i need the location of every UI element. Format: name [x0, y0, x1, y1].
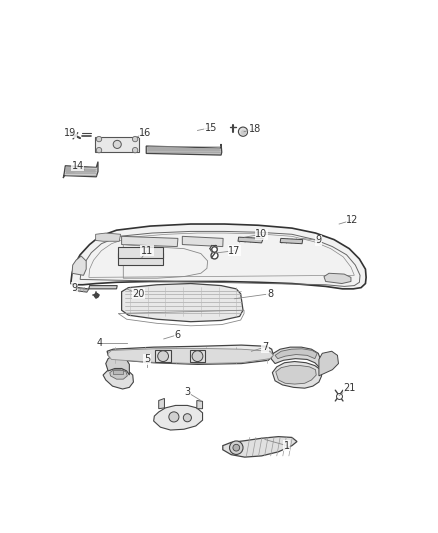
Circle shape — [132, 148, 138, 153]
Polygon shape — [71, 224, 366, 289]
Circle shape — [230, 441, 243, 455]
Text: 20: 20 — [132, 289, 145, 299]
Polygon shape — [272, 361, 321, 388]
Polygon shape — [197, 400, 202, 409]
Text: 6: 6 — [174, 330, 180, 340]
Circle shape — [184, 414, 191, 422]
Polygon shape — [72, 256, 86, 276]
Circle shape — [238, 127, 247, 136]
Text: 3: 3 — [184, 387, 191, 397]
Polygon shape — [89, 286, 117, 289]
Polygon shape — [95, 137, 139, 152]
Polygon shape — [103, 368, 134, 389]
Text: 17: 17 — [228, 246, 241, 256]
Circle shape — [158, 351, 169, 361]
Text: 10: 10 — [255, 229, 268, 239]
Bar — [118, 247, 163, 257]
Text: 18: 18 — [249, 124, 261, 134]
Polygon shape — [106, 356, 129, 375]
Polygon shape — [223, 437, 297, 457]
Text: 11: 11 — [141, 246, 153, 256]
Bar — [155, 350, 171, 362]
Text: 7: 7 — [262, 342, 268, 352]
Text: 9: 9 — [71, 282, 78, 293]
Polygon shape — [324, 273, 351, 284]
Text: 1: 1 — [284, 441, 290, 450]
Text: 5: 5 — [144, 354, 150, 365]
Polygon shape — [122, 236, 178, 247]
Polygon shape — [319, 351, 339, 376]
Polygon shape — [148, 147, 220, 151]
Polygon shape — [154, 406, 202, 430]
Circle shape — [96, 136, 102, 142]
Bar — [190, 350, 205, 362]
Polygon shape — [74, 287, 89, 292]
Polygon shape — [107, 345, 273, 365]
Text: 9: 9 — [316, 236, 322, 245]
Text: 21: 21 — [343, 383, 356, 393]
Circle shape — [132, 136, 138, 142]
Polygon shape — [271, 347, 321, 368]
Circle shape — [96, 148, 102, 153]
Polygon shape — [275, 349, 317, 359]
Polygon shape — [276, 366, 316, 384]
Circle shape — [113, 140, 121, 149]
Circle shape — [233, 445, 240, 451]
Polygon shape — [95, 233, 120, 241]
Bar — [118, 253, 163, 265]
Text: 4: 4 — [97, 338, 103, 348]
Text: 19: 19 — [64, 128, 76, 138]
Polygon shape — [108, 349, 273, 364]
Text: 15: 15 — [205, 123, 217, 133]
Text: 12: 12 — [346, 215, 359, 225]
Circle shape — [192, 351, 203, 361]
Polygon shape — [238, 237, 263, 243]
Polygon shape — [182, 236, 223, 247]
Polygon shape — [122, 284, 243, 322]
Text: 8: 8 — [267, 289, 273, 299]
Text: 16: 16 — [139, 128, 152, 138]
Circle shape — [169, 412, 179, 422]
Polygon shape — [113, 370, 124, 374]
Polygon shape — [159, 399, 164, 409]
Text: 14: 14 — [72, 161, 84, 171]
Polygon shape — [146, 144, 222, 155]
Polygon shape — [66, 167, 95, 174]
Polygon shape — [280, 238, 303, 244]
Polygon shape — [63, 161, 98, 178]
Polygon shape — [110, 370, 127, 379]
